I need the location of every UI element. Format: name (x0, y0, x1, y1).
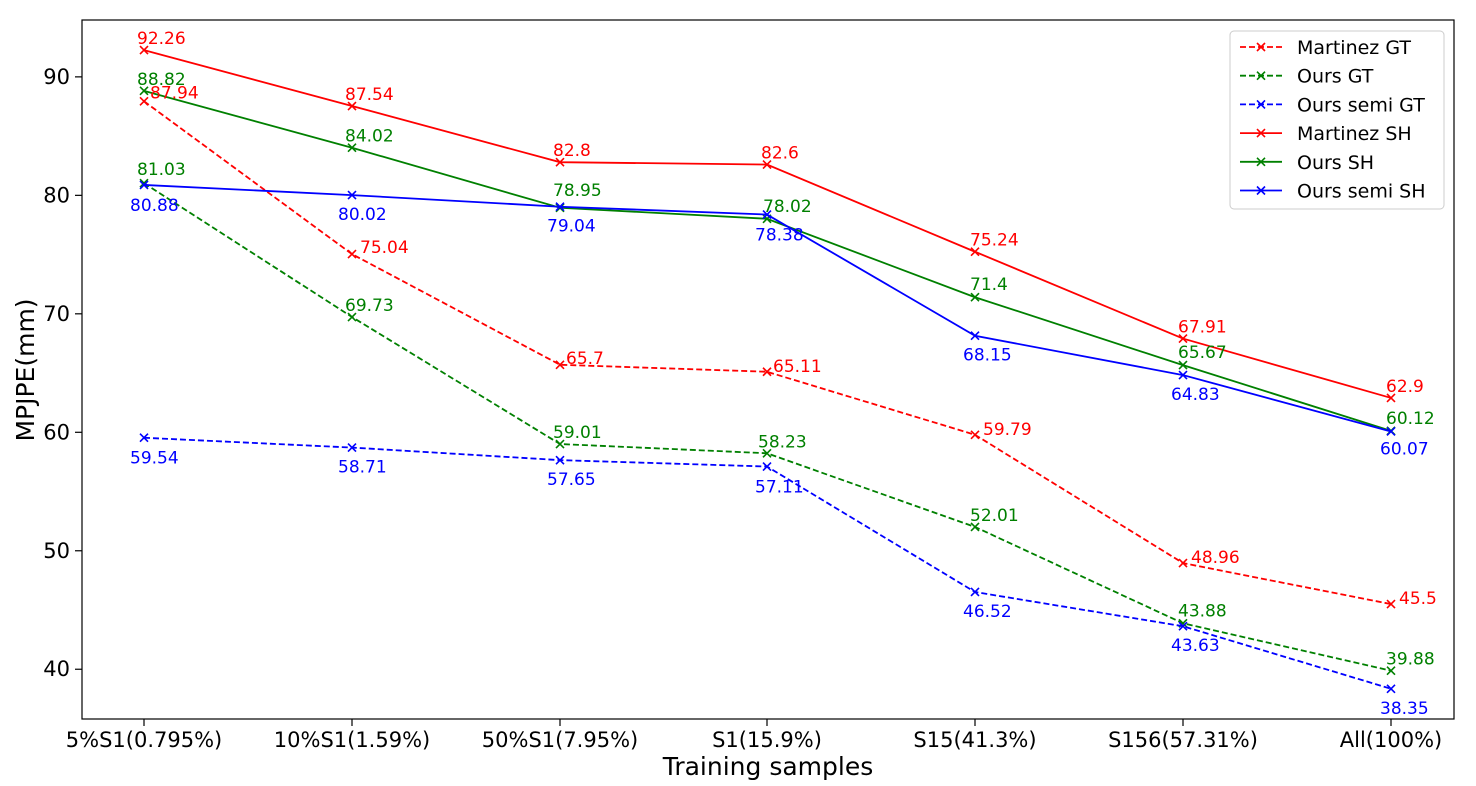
data-label: 92.26 (137, 29, 186, 49)
data-point (348, 250, 356, 258)
data-label: 71.4 (970, 275, 1008, 295)
data-label: 84.02 (345, 127, 394, 147)
y-tick-label: 50 (43, 539, 70, 563)
data-label: 58.23 (758, 432, 807, 452)
data-label: 43.88 (1178, 601, 1227, 621)
y-tick-label: 90 (43, 65, 70, 89)
data-point (971, 431, 979, 439)
data-point (140, 97, 148, 105)
data-label: 78.95 (553, 181, 602, 201)
data-point (763, 463, 771, 471)
x-tick-label: S15(41.3%) (913, 728, 1036, 752)
data-label: 60.07 (1380, 439, 1429, 459)
legend-label: Martinez SH (1297, 123, 1412, 145)
data-label: 65.11 (773, 357, 822, 377)
x-tick-label: 50%S1(7.95%) (482, 728, 638, 752)
data-label: 39.88 (1386, 650, 1435, 670)
data-label: 46.52 (963, 602, 1012, 622)
data-label: 65.67 (1178, 343, 1227, 363)
data-label: 52.01 (970, 506, 1019, 526)
data-label: 65.7 (566, 349, 604, 369)
data-label: 69.73 (345, 296, 394, 316)
data-label: 67.91 (1178, 318, 1227, 338)
chart: 40 50 60 70 80 90 5%S1(0.795%) 10%S1(1.59%) 50%… (0, 0, 1476, 786)
y-axis: 40 50 60 70 80 90 (43, 65, 82, 681)
data-label: 81.03 (137, 160, 186, 180)
y-tick-label: 70 (43, 302, 70, 326)
data-label: 59.54 (130, 449, 179, 469)
data-label: 64.83 (1171, 385, 1220, 405)
y-tick-label: 60 (43, 420, 70, 444)
data-label: 45.5 (1399, 589, 1437, 609)
x-tick-label: All(100%) (1340, 728, 1442, 752)
legend-label: Ours SH (1297, 152, 1374, 174)
y-axis-title: MPJPE(mm) (11, 298, 40, 441)
data-label: 80.02 (338, 205, 387, 225)
data-label: 75.24 (970, 231, 1019, 251)
legend: Martinez GT Ours GT Ours semi GT Martinez S… (1230, 31, 1444, 209)
data-label: 75.04 (360, 238, 409, 258)
x-tick-label: S156(57.31%) (1108, 728, 1258, 752)
legend-label: Ours semi SH (1297, 181, 1426, 203)
legend-label: Martinez GT (1297, 37, 1411, 59)
data-label: 62.9 (1386, 377, 1424, 397)
data-label: 60.12 (1386, 409, 1435, 429)
data-label: 59.01 (553, 423, 602, 443)
x-axis: 5%S1(0.795%) 10%S1(1.59%) 50%S1(7.95%) S1(1… (66, 719, 1442, 752)
data-label: 79.04 (547, 217, 596, 237)
line-chart: 40 50 60 70 80 90 5%S1(0.795%) 10%S1(1.59%) 50%… (0, 0, 1476, 786)
data-label: 57.65 (547, 470, 596, 490)
data-label: 82.8 (553, 141, 591, 161)
data-label: 57.11 (755, 478, 804, 498)
data-label: 58.71 (338, 458, 387, 478)
data-label: 38.35 (1380, 699, 1429, 719)
data-label: 78.38 (755, 226, 804, 246)
data-label: 82.6 (761, 144, 799, 164)
data-label: 48.96 (1191, 548, 1240, 568)
x-tick-label: 10%S1(1.59%) (274, 728, 430, 752)
data-label: 88.82 (137, 70, 186, 90)
data-label: 68.15 (963, 346, 1012, 366)
data-label: 59.79 (983, 420, 1032, 440)
data-label: 78.02 (763, 197, 812, 217)
x-tick-label: S1(15.9%) (712, 728, 822, 752)
legend-label: Ours semi GT (1297, 94, 1425, 116)
data-label: 43.63 (1171, 636, 1220, 656)
data-label: 87.54 (345, 85, 394, 105)
data-label: 80.88 (130, 196, 179, 216)
x-axis-title: Training samples (662, 752, 874, 781)
series-line (144, 183, 1391, 671)
y-tick-label: 80 (43, 183, 70, 207)
y-tick-label: 40 (43, 657, 70, 681)
x-tick-label: 5%S1(0.795%) (66, 728, 222, 752)
legend-label: Ours GT (1297, 66, 1374, 88)
